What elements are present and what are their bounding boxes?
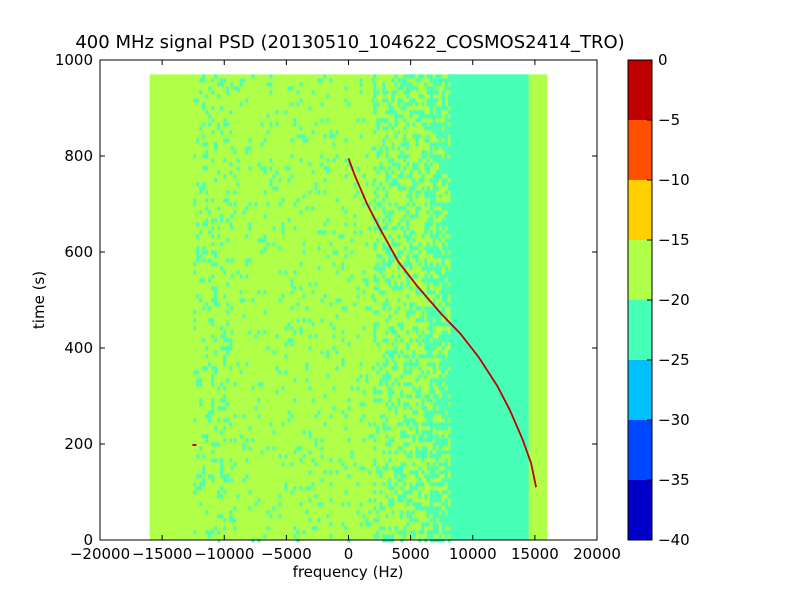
colorbar-segment — [628, 180, 652, 240]
x-tick-label: −20000 — [70, 545, 130, 563]
colorbar-segment — [628, 360, 652, 420]
colorbar-segment — [628, 120, 652, 180]
colorbar-tick-label: 0 — [658, 51, 668, 69]
colorbar-tick-label: −5 — [658, 111, 680, 129]
y-axis-label: time (s) — [30, 271, 48, 329]
colorbar-tick-label: −40 — [658, 531, 690, 549]
x-tick-label: −15000 — [132, 545, 192, 563]
y-tick-label: 200 — [64, 435, 93, 453]
colorbar-segment — [628, 480, 652, 540]
colorbar-tick-label: −35 — [658, 471, 690, 489]
colorbar: −40 −35 −30 −25 −20 −15 −10 −5 0 — [627, 51, 690, 549]
signal-track — [347, 158, 537, 488]
colorbar-segment — [628, 240, 652, 300]
y-tick-label: 400 — [64, 339, 93, 357]
plot-area: −20000 −15000 −10000 −5000 0 5000 10000 15000 20… — [55, 51, 621, 563]
colorbar-segment — [628, 60, 652, 120]
x-axis: −20000 −15000 −10000 −5000 0 5000 10000 15000 20… — [70, 60, 621, 563]
x-tick-label: 15000 — [511, 545, 559, 563]
colorbar-segment — [628, 300, 652, 360]
x-tick-label: 5000 — [392, 545, 430, 563]
colorbar-tick-label: −10 — [658, 171, 690, 189]
y-tick-label: 800 — [64, 147, 93, 165]
y-tick-label: 600 — [64, 243, 93, 261]
colorbar-tick-label: −25 — [658, 351, 690, 369]
signal-track-layer — [192, 158, 537, 488]
signal-spot — [192, 443, 197, 446]
y-axis: 0 200 400 600 800 1000 — [55, 51, 597, 549]
x-tick-label: −10000 — [194, 545, 254, 563]
x-tick-label: 0 — [344, 545, 354, 563]
heatmap-region-5 — [450, 74, 529, 541]
heatmap-region-2 — [230, 74, 375, 543]
colorbar-segment — [628, 420, 652, 480]
heatmap-region-3 — [373, 74, 428, 543]
chart-title: 400 MHz signal PSD (20130510_104622_COSM… — [75, 32, 624, 53]
colorbar-tick-label: −15 — [658, 231, 690, 249]
colorbar-tick-label: −20 — [658, 291, 690, 309]
y-tick-label: 0 — [83, 531, 93, 549]
x-tick-label: −5000 — [261, 545, 312, 563]
x-tick-label: 10000 — [449, 545, 497, 563]
x-tick-label: 20000 — [573, 545, 621, 563]
y-tick-label: 1000 — [55, 51, 93, 69]
heatmap-region-1 — [193, 74, 233, 543]
colorbar-tick-label: −30 — [658, 411, 690, 429]
x-axis-label: frequency (Hz) — [293, 563, 404, 581]
heatmap-region-4 — [426, 74, 451, 543]
heatmap-layer — [149, 74, 548, 543]
